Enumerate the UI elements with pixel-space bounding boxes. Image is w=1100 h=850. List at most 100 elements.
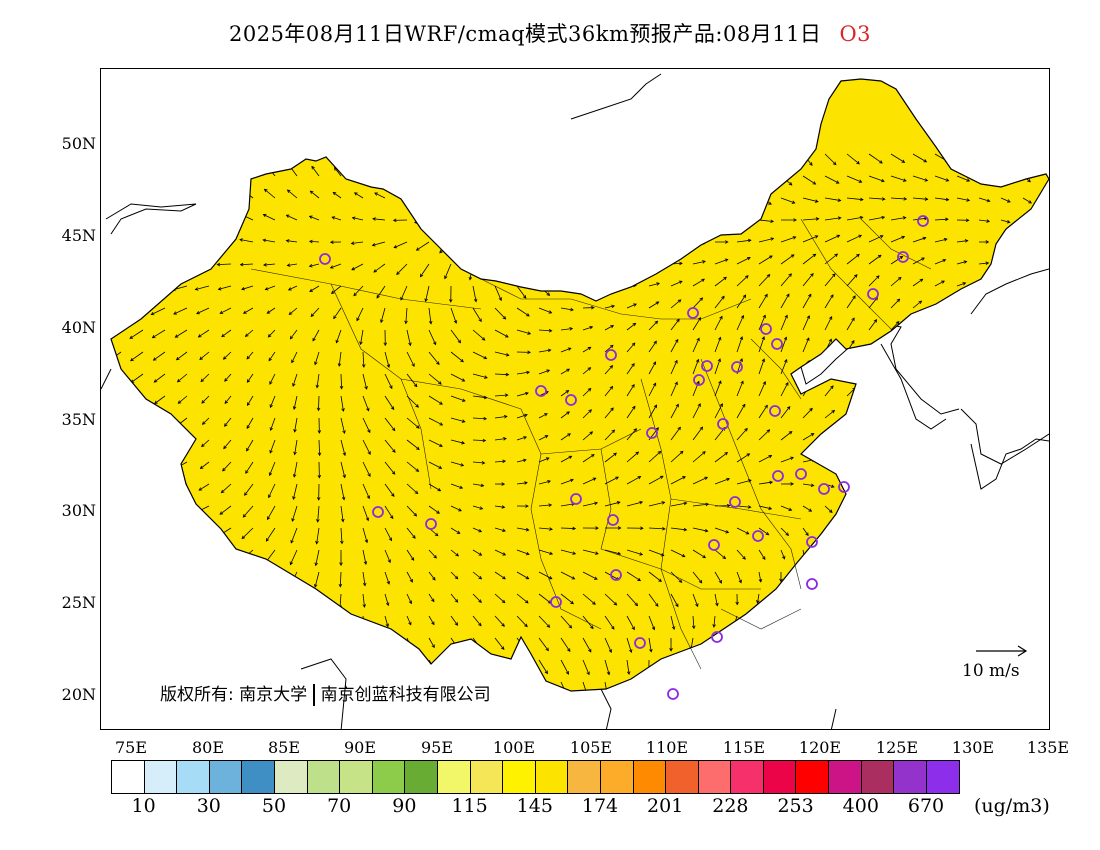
wind-arrowhead bbox=[524, 413, 528, 418]
wind-arrow bbox=[928, 690, 936, 691]
wind-arrowhead bbox=[196, 165, 200, 169]
wind-arrowhead bbox=[502, 315, 507, 320]
wind-arrow bbox=[1000, 351, 1015, 355]
wind-arrowhead bbox=[963, 260, 968, 264]
wind-arrowhead bbox=[363, 561, 368, 565]
wind-arrowhead bbox=[847, 536, 851, 541]
wind-arrow bbox=[758, 175, 768, 186]
scale-arrow-head bbox=[1017, 645, 1028, 657]
legend-tick-label: 50 bbox=[261, 795, 287, 817]
wind-arrow bbox=[177, 483, 188, 489]
wind-arrowhead bbox=[196, 310, 200, 315]
wind-arrow bbox=[472, 571, 482, 580]
wind-arrow bbox=[244, 483, 254, 496]
wind-arrow bbox=[912, 323, 922, 331]
wind-arrow bbox=[846, 216, 863, 221]
wind-arrow bbox=[912, 217, 928, 221]
wind-arrow bbox=[384, 615, 389, 627]
wind-arrowhead bbox=[790, 456, 794, 460]
wind-arrowhead bbox=[408, 621, 412, 626]
wind-arrow bbox=[670, 241, 681, 246]
wind-arrow bbox=[736, 505, 751, 508]
wind-arrowhead bbox=[782, 555, 786, 560]
wind-arrowhead bbox=[547, 348, 552, 353]
wind-arrow bbox=[155, 439, 166, 446]
wind-arrowhead bbox=[171, 614, 176, 619]
wind-arrowhead bbox=[439, 401, 443, 405]
wind-arrowhead bbox=[367, 429, 371, 434]
wind-arrowhead bbox=[941, 347, 946, 351]
wind-arrowhead bbox=[589, 431, 594, 435]
wind-arrowhead bbox=[656, 282, 661, 286]
wind-arrow bbox=[604, 429, 615, 441]
wind-arrowhead bbox=[747, 479, 752, 483]
wind-arrowhead bbox=[454, 599, 459, 603]
wind-arrowhead bbox=[373, 269, 377, 273]
wind-arrowhead bbox=[857, 578, 862, 583]
wind-arrow bbox=[516, 371, 530, 375]
wind-arrow bbox=[604, 344, 614, 353]
wind-arrowhead bbox=[829, 509, 833, 513]
wind-arrowhead bbox=[525, 575, 530, 580]
wind-arrowhead bbox=[729, 664, 733, 668]
wind-arrowhead bbox=[220, 140, 225, 145]
wind-arrowhead bbox=[500, 669, 505, 673]
wind-arrowhead bbox=[526, 370, 531, 375]
wind-arrowhead bbox=[217, 188, 222, 193]
wind-arrow bbox=[154, 417, 166, 425]
wind-arrow bbox=[648, 501, 665, 507]
station-marker bbox=[693, 374, 705, 386]
wind-arrowhead bbox=[785, 382, 789, 386]
wind-arrowhead bbox=[699, 297, 704, 301]
wind-arrow bbox=[824, 505, 833, 513]
wind-arrowhead bbox=[569, 327, 574, 331]
wind-arrow bbox=[670, 615, 675, 630]
wind-arrowhead bbox=[768, 506, 773, 511]
wind-arrow bbox=[406, 571, 413, 583]
wind-arrow bbox=[912, 153, 927, 163]
wind-arrowhead bbox=[836, 234, 841, 239]
wind-arrowhead bbox=[640, 526, 644, 530]
wind-arrow bbox=[890, 197, 907, 200]
wind-arrow bbox=[428, 461, 442, 469]
wind-arrowhead bbox=[770, 219, 775, 224]
wind-arrowhead bbox=[199, 465, 204, 470]
wind-arrowhead bbox=[542, 274, 546, 278]
wind-arrowhead bbox=[633, 264, 638, 268]
wind-arrowhead bbox=[699, 222, 703, 226]
wind-arrowhead bbox=[731, 642, 735, 647]
wind-arrowhead bbox=[963, 566, 968, 570]
wind-arrow bbox=[358, 144, 364, 155]
province-boundary bbox=[860, 218, 932, 270]
wind-arrowhead bbox=[420, 143, 425, 148]
wind-arrowhead bbox=[873, 319, 878, 323]
wind-arrowhead bbox=[363, 667, 367, 672]
wind-arrow bbox=[898, 609, 914, 617]
wind-arrow bbox=[450, 549, 459, 557]
wind-arrowhead bbox=[587, 346, 592, 351]
wind-arrowhead bbox=[532, 231, 536, 236]
wind-arrowhead bbox=[267, 333, 272, 338]
legend-tick-label: 30 bbox=[196, 795, 221, 817]
wind-arrow bbox=[736, 153, 740, 165]
wind-arrow bbox=[384, 461, 396, 475]
wind-arrowhead bbox=[793, 218, 797, 222]
wind-arrowhead bbox=[1011, 376, 1016, 380]
wind-arrow bbox=[912, 369, 922, 375]
wind-arrow bbox=[670, 404, 679, 419]
wind-arrow bbox=[824, 385, 834, 397]
wind-arrowhead bbox=[129, 335, 134, 339]
wind-arrowhead bbox=[152, 547, 157, 551]
wind-arrowhead bbox=[131, 483, 136, 487]
wind-arrowhead bbox=[655, 427, 659, 431]
wind-arrowhead bbox=[1007, 527, 1011, 532]
wind-arrow bbox=[406, 395, 419, 408]
wind-arrowhead bbox=[695, 603, 699, 608]
lon-label-80: 80E bbox=[191, 738, 225, 757]
wind-arrow bbox=[868, 319, 877, 331]
wind-arrow bbox=[868, 297, 878, 309]
wind-arrowhead bbox=[589, 325, 594, 330]
wind-arrow bbox=[978, 395, 993, 402]
wind-arrowhead bbox=[809, 407, 813, 412]
wind-arrowhead bbox=[646, 713, 649, 716]
